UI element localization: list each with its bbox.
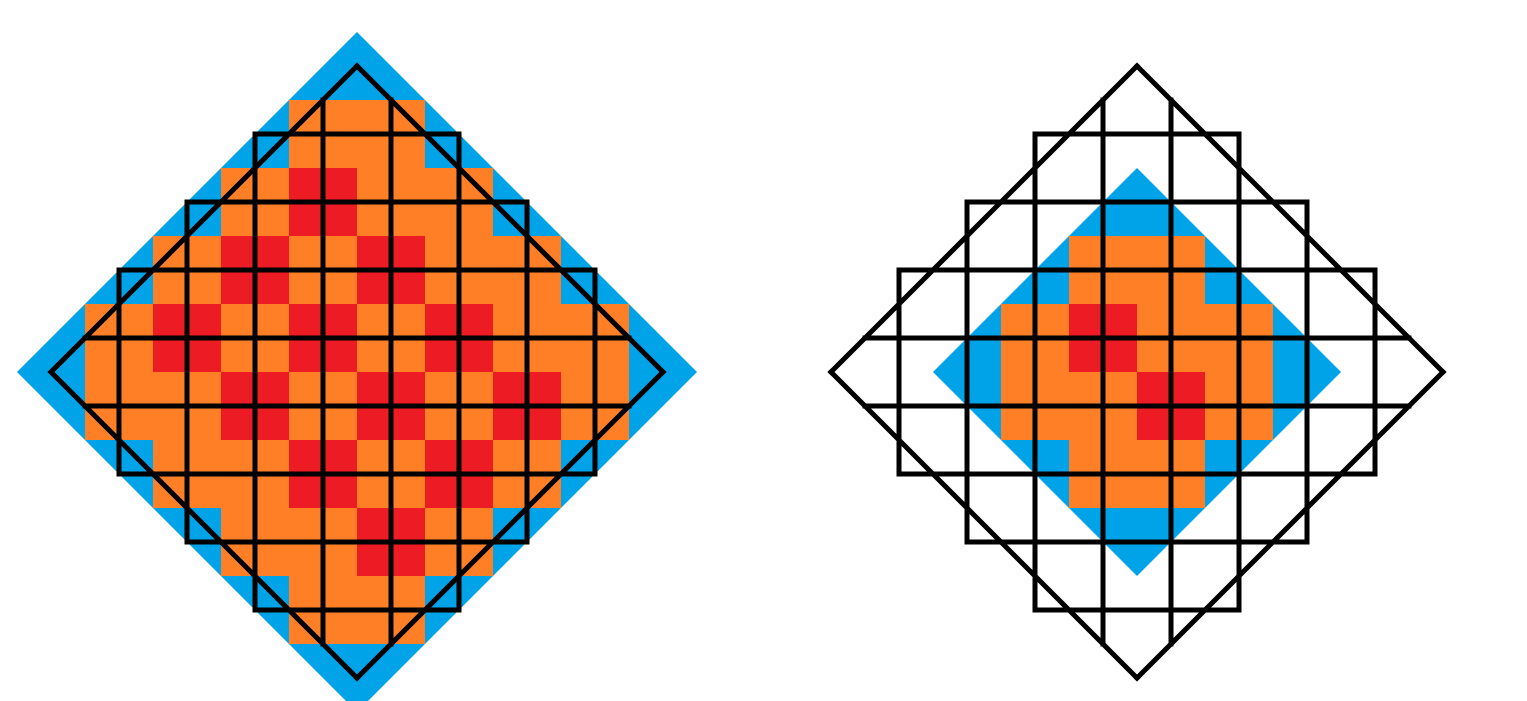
colored-cell (357, 32, 425, 100)
colored-cell (17, 372, 85, 440)
diamond-edge (47, 368, 361, 682)
corner-cell (153, 100, 221, 168)
corner-cell (493, 644, 561, 701)
grid-outline (827, 62, 1447, 682)
corner-cell (425, 644, 493, 701)
corner-cell (17, 100, 85, 168)
corner-cell (85, 100, 153, 168)
corner-cell (425, 32, 493, 100)
corner-cell (153, 644, 221, 701)
corner-cell (17, 440, 85, 508)
diamond-edge (353, 368, 667, 682)
corner-cell (493, 32, 561, 100)
corner-cell (85, 576, 153, 644)
corner-cell (17, 576, 85, 644)
corner-cell (629, 168, 697, 236)
corner-cell (221, 644, 289, 701)
colored-cell (357, 644, 425, 701)
corner-cell (561, 32, 629, 100)
corner-cell (493, 100, 561, 168)
figure-right-partial-coloring (827, 62, 1447, 682)
corner-cell (629, 100, 697, 168)
corner-cell (17, 644, 85, 701)
corner-cell (629, 236, 697, 304)
colored-cell (289, 32, 357, 100)
corner-cell (629, 576, 697, 644)
colored-cell (17, 304, 85, 372)
diamond-edge (1133, 62, 1447, 376)
corner-cell (561, 508, 629, 576)
corner-cell (561, 576, 629, 644)
grid-outline (47, 62, 667, 682)
figure-left-full-coloring (17, 32, 697, 701)
colored-cell (289, 644, 357, 701)
corner-cell (629, 440, 697, 508)
corner-cell (629, 644, 697, 701)
corner-cell (493, 576, 561, 644)
corner-cell (17, 508, 85, 576)
diamond-edge (353, 62, 667, 376)
corner-cell (629, 32, 697, 100)
colored-region (933, 168, 1341, 576)
corner-cell (561, 168, 629, 236)
corner-cell (153, 32, 221, 100)
corner-cell (561, 644, 629, 701)
diamond-edge (827, 62, 1141, 376)
corner-cell (17, 236, 85, 304)
corner-cell (153, 576, 221, 644)
corner-cell (221, 32, 289, 100)
corner-cell (629, 508, 697, 576)
diamond-edge (1133, 368, 1447, 682)
diamond-edge (827, 368, 1141, 682)
corner-cell (85, 32, 153, 100)
corner-cell (561, 100, 629, 168)
colored-cell (629, 372, 697, 440)
corner-cell (17, 168, 85, 236)
corner-cell (85, 644, 153, 701)
colored-cell (629, 304, 697, 372)
corner-cell (85, 508, 153, 576)
corner-cell (17, 32, 85, 100)
diamond-edge (47, 62, 361, 376)
corner-cell (85, 168, 153, 236)
